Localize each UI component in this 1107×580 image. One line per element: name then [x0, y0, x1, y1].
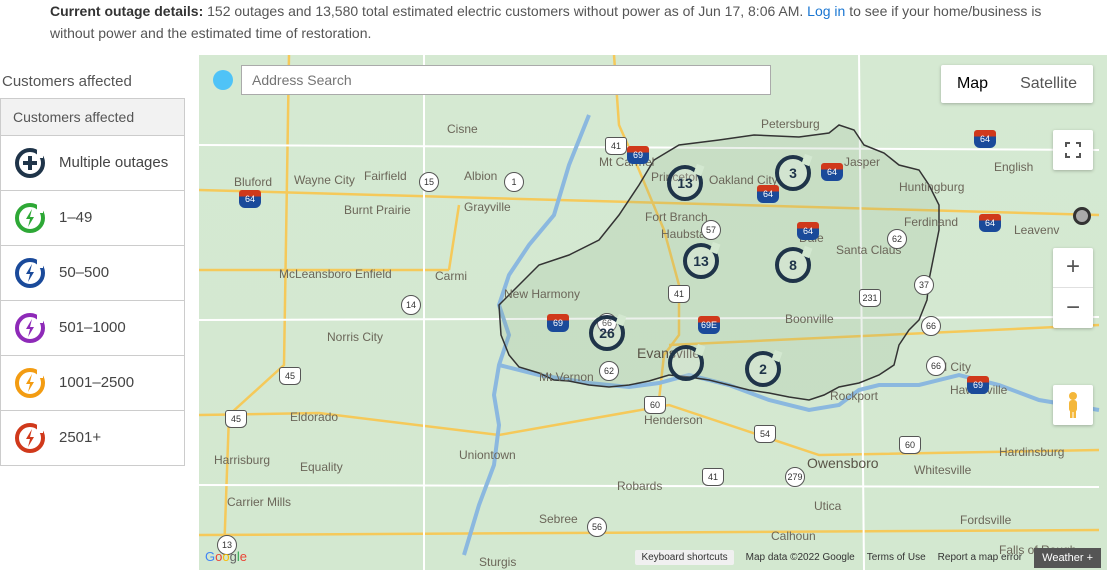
legend: Customers affected Multiple outages 1–49 5… — [0, 98, 185, 466]
terms-link[interactable]: Terms of Use — [867, 552, 926, 563]
outage-cluster[interactable]: 26 — [589, 315, 625, 351]
legend-label: 501–1000 — [59, 319, 126, 337]
zoom-control: + − — [1053, 248, 1093, 328]
legend-icon — [13, 256, 47, 290]
legend-row: Multiple outages — [1, 136, 184, 191]
outage-cluster[interactable]: 8 — [775, 247, 811, 283]
legend-row: 1–49 — [1, 191, 184, 246]
legend-icon — [13, 311, 47, 345]
legend-icon — [13, 366, 47, 400]
legend-label: 1–49 — [59, 209, 92, 227]
outage-text-1: 152 outages and 13,580 total estimated e… — [203, 3, 807, 19]
weather-button[interactable]: Weather + — [1034, 548, 1101, 568]
legend-label: Multiple outages — [59, 154, 168, 172]
legend-icon — [13, 421, 47, 455]
login-link[interactable]: Log in — [807, 3, 845, 19]
zoom-out-button[interactable]: − — [1053, 288, 1093, 328]
outage-cluster[interactable]: 3 — [775, 155, 811, 191]
outage-cluster[interactable] — [668, 345, 704, 381]
legend-row: 1001–2500 — [1, 356, 184, 411]
legend-label: 2501+ — [59, 429, 101, 447]
map-copyright: Map data ©2022 Google — [746, 552, 855, 563]
legend-label: 1001–2500 — [59, 374, 134, 392]
outage-cluster[interactable]: 2 — [745, 351, 781, 387]
keyboard-shortcuts-link[interactable]: Keyboard shortcuts — [635, 550, 733, 565]
locate-me-button[interactable] — [213, 70, 233, 90]
map-type-toggle: Map Satellite — [941, 65, 1093, 103]
outage-cluster[interactable]: 13 — [667, 165, 703, 201]
street-view-pegman[interactable] — [1053, 385, 1093, 425]
legend-row: 50–500 — [1, 246, 184, 301]
legend-label: 50–500 — [59, 264, 109, 282]
map[interactable]: CisneBlufordWayne CityFairfieldAlbionMt … — [199, 55, 1107, 570]
outage-cluster[interactable]: 13 — [683, 243, 719, 279]
legend-icon — [13, 146, 47, 180]
sidebar-title: Customers affected — [0, 65, 185, 98]
search-bar — [213, 65, 917, 95]
outage-label: Current outage details: — [50, 3, 203, 19]
legend-icon — [13, 201, 47, 235]
map-type-map[interactable]: Map — [941, 65, 1004, 103]
legend-row: 2501+ — [1, 411, 184, 465]
sidebar: Customers affected Customers affected Mu… — [0, 55, 185, 570]
map-background — [199, 55, 1107, 570]
map-type-satellite[interactable]: Satellite — [1004, 65, 1093, 103]
report-error-link[interactable]: Report a map error — [938, 552, 1022, 563]
address-search-input[interactable] — [241, 65, 771, 95]
fullscreen-button[interactable] — [1053, 130, 1093, 170]
outage-header: Current outage details: 152 outages and … — [0, 0, 1107, 55]
zoom-in-button[interactable]: + — [1053, 248, 1093, 288]
legend-header: Customers affected — [1, 99, 184, 136]
map-footer: Keyboard shortcuts Map data ©2022 Google… — [635, 548, 1101, 568]
legend-row: 501–1000 — [1, 301, 184, 356]
